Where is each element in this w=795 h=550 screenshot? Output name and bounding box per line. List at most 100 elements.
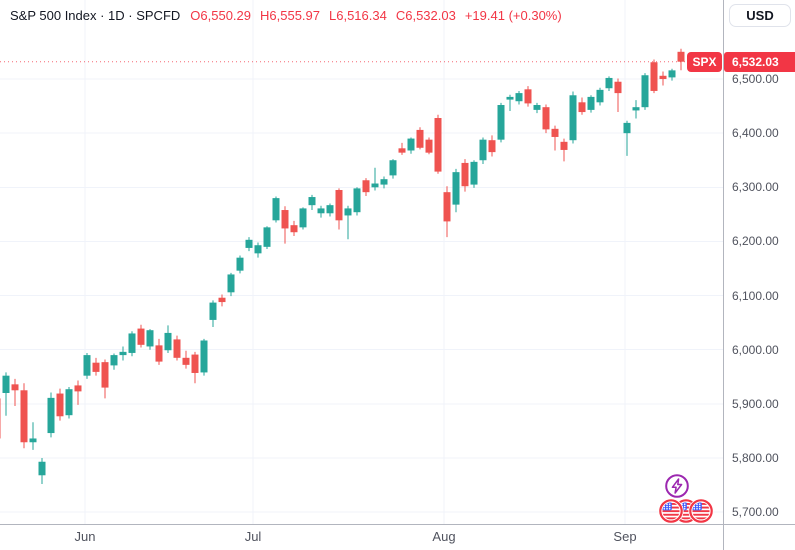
candle — [659, 71, 667, 86]
candle — [47, 392, 55, 438]
price-axis-label: 6,500.00 — [732, 72, 779, 87]
candle — [110, 353, 118, 370]
change-value: +19.41 (+0.30%) — [464, 8, 562, 23]
symbol-title[interactable]: S&P 500 Index · 1D · SPCFD — [10, 8, 181, 23]
lightning-event-button[interactable] — [665, 474, 689, 498]
candle — [128, 331, 136, 357]
candle — [83, 352, 91, 379]
candle — [551, 125, 559, 151]
candle — [119, 346, 127, 361]
candle — [74, 380, 82, 405]
candle — [587, 95, 595, 113]
time-axis-label: Jul — [244, 529, 262, 544]
candle — [650, 59, 658, 94]
candle — [380, 176, 388, 189]
candle — [191, 351, 199, 384]
candlestick-chart[interactable] — [0, 0, 723, 524]
ohlc-open: O6,550.29 — [190, 8, 251, 23]
candle — [497, 102, 505, 143]
candle — [353, 187, 361, 216]
last-price-badge-value: 6,532.03 — [724, 51, 795, 72]
price-axis-label: 6,100.00 — [732, 288, 779, 303]
time-axis-label: Jun — [74, 529, 96, 544]
candle — [0, 398, 1, 439]
candle — [443, 186, 451, 238]
candle — [515, 90, 523, 105]
candle — [101, 359, 109, 399]
ohlc-high: H6,555.97 — [260, 8, 320, 23]
lightning-bolt-glyph — [671, 478, 683, 494]
candle — [542, 104, 550, 134]
price-axis-label: 5,900.00 — [732, 396, 779, 411]
candle — [371, 167, 379, 191]
candle — [263, 226, 271, 250]
candle — [65, 387, 73, 419]
candle — [245, 237, 253, 252]
candle — [344, 205, 352, 240]
candle — [29, 422, 37, 450]
us-flag-icon — [658, 498, 683, 523]
candles-layer — [0, 48, 685, 484]
price-axis[interactable]: 6,500.00 6,400.00 6,300.00 6,200.00 6,100.00… — [724, 0, 795, 524]
price-axis-divider — [723, 0, 724, 550]
candle — [38, 457, 46, 484]
candle — [578, 97, 586, 115]
candle — [11, 378, 19, 406]
candle — [641, 73, 649, 110]
candle — [326, 203, 334, 217]
candle — [308, 194, 316, 211]
grid-layer — [0, 0, 723, 524]
candle — [407, 137, 415, 154]
candle — [488, 135, 496, 157]
candle — [272, 196, 280, 223]
candle — [56, 388, 64, 421]
time-axis[interactable]: Jun Jul Aug Sep — [0, 525, 795, 550]
candle — [569, 91, 577, 144]
candle — [290, 220, 298, 237]
candle — [137, 324, 145, 348]
candle — [317, 205, 325, 218]
candle — [218, 294, 226, 307]
last-price-badge-symbol: SPX — [687, 51, 722, 72]
time-axis-label: Sep — [613, 529, 637, 544]
price-axis-label: 6,300.00 — [732, 180, 779, 195]
candle — [632, 100, 640, 119]
chart-pane[interactable] — [0, 0, 723, 524]
candle — [227, 272, 235, 297]
price-axis-label: 6,400.00 — [732, 126, 779, 141]
candle — [416, 127, 424, 150]
time-axis-label: Aug — [432, 529, 456, 544]
candle — [281, 206, 289, 244]
time-axis-divider — [0, 524, 795, 525]
candle — [164, 325, 172, 353]
candle — [623, 120, 631, 156]
candle — [614, 78, 622, 113]
candle — [461, 159, 469, 192]
candle — [200, 338, 208, 376]
candle — [236, 255, 244, 274]
candle — [2, 372, 10, 416]
candle — [182, 350, 190, 369]
candle — [479, 137, 487, 165]
candle — [524, 86, 532, 107]
currency-button[interactable]: USD — [729, 4, 791, 27]
candle — [506, 94, 514, 111]
symbol-legend: S&P 500 Index · 1D · SPCFD O6,550.29 H6,55… — [10, 7, 571, 25]
price-axis-label: 5,800.00 — [732, 450, 779, 465]
candle — [173, 335, 181, 361]
price-axis-label: 6,200.00 — [732, 234, 779, 249]
candle — [20, 383, 28, 449]
candle — [299, 207, 307, 230]
candle — [560, 138, 568, 162]
candle — [92, 357, 100, 376]
candle — [335, 188, 343, 230]
candle — [155, 338, 163, 365]
price-axis-label: 5,700.00 — [732, 505, 779, 520]
candle — [596, 87, 604, 106]
candle — [389, 159, 397, 179]
candle — [533, 102, 541, 114]
candle — [677, 48, 685, 71]
economic-events-flags-button[interactable] — [658, 498, 713, 523]
candle — [470, 160, 478, 188]
